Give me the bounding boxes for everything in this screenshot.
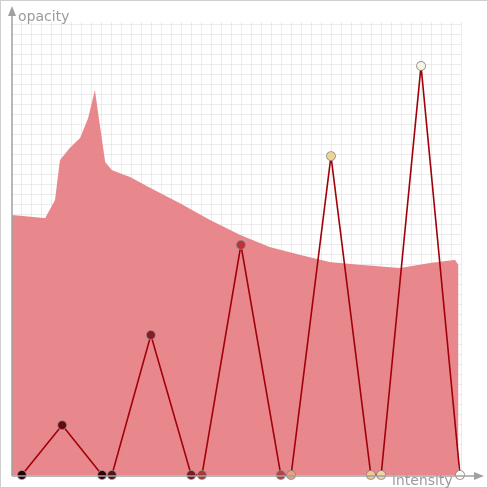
x-axis-arrow [474,472,484,480]
control-point[interactable] [416,61,426,71]
control-point[interactable] [97,470,107,480]
control-point[interactable] [365,470,376,480]
control-point[interactable] [186,470,197,480]
control-point[interactable] [107,470,117,480]
control-point[interactable] [197,470,207,480]
x-axis-label: intensity [392,473,453,488]
control-point[interactable] [286,470,297,480]
control-point[interactable] [236,239,246,250]
control-point[interactable] [145,330,156,340]
control-point[interactable] [275,470,286,480]
y-axis-arrow [8,6,16,16]
control-point[interactable] [455,470,465,480]
control-point[interactable] [326,151,336,161]
control-point[interactable] [376,470,387,480]
control-point[interactable] [57,420,68,431]
y-axis-label: opacity [18,9,69,25]
control-point[interactable] [16,470,27,480]
